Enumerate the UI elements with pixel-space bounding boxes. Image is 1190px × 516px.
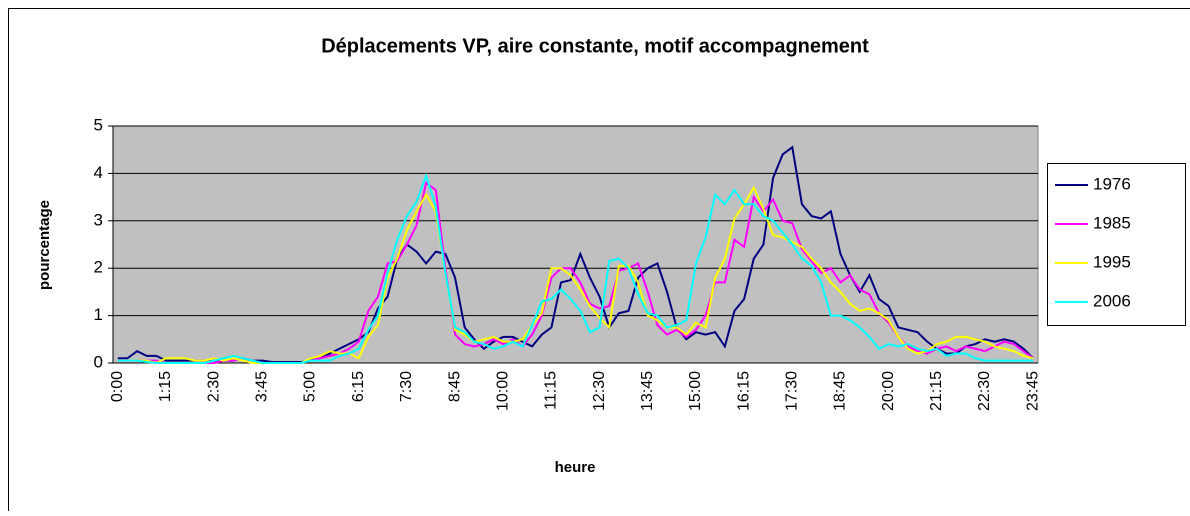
x-tick-label: 3:45 (254, 371, 271, 402)
y-tick-label: 4 (94, 163, 103, 182)
x-tick-label: 23:45 (1024, 371, 1041, 411)
x-tick-label: 10:00 (494, 371, 511, 411)
y-tick-label: 5 (94, 115, 103, 134)
x-tick-label: 8:45 (446, 371, 463, 402)
x-tick-label: 15:00 (687, 371, 704, 411)
x-tick-label: 2:30 (205, 371, 222, 402)
legend-label: 1985 (1093, 213, 1131, 232)
x-tick-label: 1:15 (157, 371, 174, 402)
y-axis-label: pourcentage (36, 200, 53, 290)
x-tick-label: 11:15 (543, 371, 560, 410)
x-tick-label: 7:30 (398, 371, 415, 402)
x-tick-label: 16:15 (735, 371, 752, 411)
y-tick-label: 2 (94, 258, 103, 277)
x-tick-label: 22:30 (976, 371, 993, 411)
x-tick-label: 17:30 (784, 371, 801, 411)
legend-label: 1976 (1093, 174, 1131, 193)
x-tick-label: 18:45 (832, 371, 849, 411)
legend-label: 1995 (1093, 252, 1131, 271)
y-tick-label: 0 (94, 352, 103, 371)
x-tick-label: 6:15 (350, 371, 367, 402)
legend-label: 2006 (1093, 291, 1131, 310)
x-axis-label: heure (555, 459, 596, 476)
x-tick-label: 21:15 (928, 371, 945, 411)
chart-title: Déplacements VP, aire constante, motif a… (321, 35, 869, 57)
y-tick-label: 1 (94, 305, 103, 324)
x-tick-label: 0:00 (109, 371, 126, 402)
x-tick-label: 20:00 (880, 371, 897, 411)
y-tick-label: 3 (94, 210, 103, 229)
x-tick-label: 12:30 (591, 371, 608, 411)
x-tick-label: 13:45 (639, 371, 656, 411)
x-tick-label: 5:00 (302, 371, 319, 402)
